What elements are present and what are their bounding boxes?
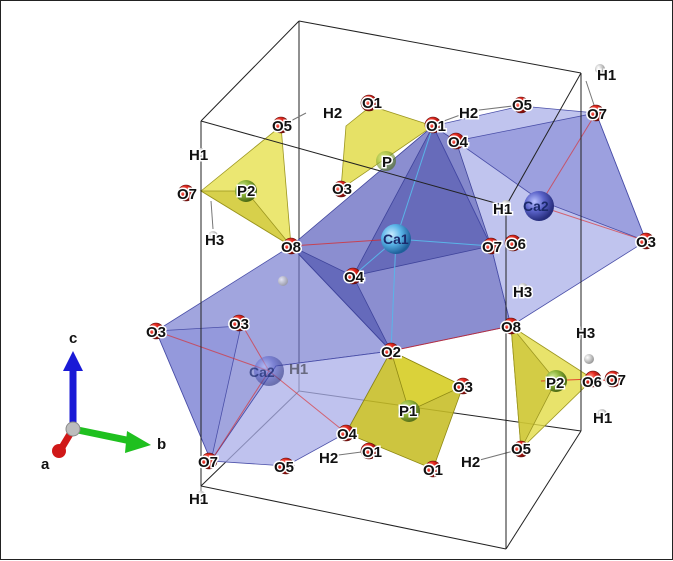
- label-o4: O4: [344, 269, 365, 286]
- label-o6: O6: [506, 236, 526, 253]
- label-ca2: Ca2: [523, 198, 549, 214]
- label-o7: O7: [587, 106, 607, 123]
- label-o5: O5: [511, 441, 531, 458]
- label-ca2: Ca2: [249, 364, 275, 380]
- label-o7: O7: [198, 454, 218, 471]
- label-p2: P2: [546, 375, 564, 392]
- label-o6: O6: [582, 374, 602, 391]
- label-o4: O4: [448, 134, 469, 151]
- label-p2: P2: [237, 183, 255, 200]
- label-o3: O3: [453, 379, 473, 396]
- a-axis-label: a: [41, 456, 50, 473]
- label-h1: H1: [189, 147, 208, 164]
- b-axis-arrow: [72, 425, 132, 445]
- label-h1: H1: [593, 410, 612, 427]
- label-h2: H2: [459, 105, 478, 122]
- label-o7: O7: [482, 239, 502, 256]
- label-o1: O1: [423, 462, 443, 479]
- atom-labels: H1 H2 O1 O1 H2 O5 O7 O5 O4 H1 P O7 O3 P2…: [145, 66, 658, 510]
- label-h2: H2: [323, 105, 342, 122]
- label-ca1: Ca1: [383, 231, 409, 247]
- orientation-axes: c b a: [41, 330, 166, 473]
- label-o8: O8: [501, 319, 521, 336]
- label-h2: H2: [319, 450, 338, 467]
- label-o3: O3: [146, 324, 166, 341]
- label-o1: O1: [426, 118, 446, 135]
- label-o3: O3: [332, 181, 352, 198]
- label-h3: H3: [576, 325, 595, 342]
- label-o2: O2: [381, 344, 401, 361]
- label-h3: H3: [513, 284, 532, 301]
- label-o3: O3: [636, 234, 656, 251]
- label-o8: O8: [281, 239, 301, 256]
- atoms: [147, 64, 655, 501]
- label-o5: O5: [272, 118, 292, 135]
- label-o1: O1: [362, 95, 382, 112]
- label-h1: H1: [597, 67, 616, 84]
- label-o7: O7: [606, 372, 626, 389]
- label-h1: H1: [189, 491, 208, 508]
- label-h2: H2: [461, 454, 480, 471]
- label-o4: O4: [337, 426, 358, 443]
- label-o7: O7: [177, 186, 197, 203]
- b-axis-label: b: [157, 436, 166, 453]
- ca-polyhedra: [155, 105, 647, 467]
- unit-cell-front: [200, 72, 582, 550]
- label-p: P: [382, 154, 392, 171]
- label-o1: O1: [362, 444, 382, 461]
- label-o5: O5: [512, 97, 532, 114]
- label-p1: P1: [399, 403, 417, 420]
- label-o5: O5: [274, 459, 294, 476]
- label-o3: O3: [229, 316, 249, 333]
- label-h1: H1: [289, 361, 308, 378]
- label-h1: H1: [493, 201, 512, 218]
- c-axis-label: c: [69, 330, 77, 347]
- label-h3: H3: [205, 232, 224, 249]
